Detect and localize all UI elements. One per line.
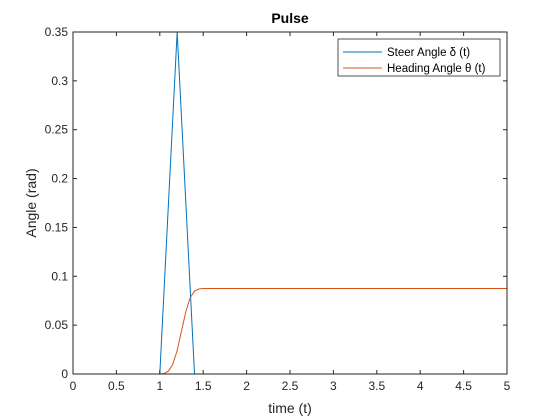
x-tick-label: 0 xyxy=(70,379,77,393)
legend: Steer Angle δ (t) Heading Angle θ (t) xyxy=(338,39,500,76)
x-tick-label: 1 xyxy=(156,379,163,393)
x-tick-label: 3 xyxy=(330,379,337,393)
y-tick-label: 0.35 xyxy=(45,25,69,39)
x-tick-label: 0.5 xyxy=(108,379,125,393)
y-tick-label: 0.1 xyxy=(51,269,68,283)
y-tick-label: 0.3 xyxy=(51,74,68,88)
x-tick-label: 2.5 xyxy=(282,379,299,393)
y-tick-label: 0 xyxy=(61,367,68,381)
x-tick-label: 3.5 xyxy=(368,379,385,393)
y-tick-label: 0.25 xyxy=(45,123,69,137)
y-tick-label: 0.15 xyxy=(45,220,69,234)
chart-title: Pulse xyxy=(271,10,309,26)
x-tick-label: 4 xyxy=(417,379,424,393)
plot-area xyxy=(73,32,507,374)
x-tick-label: 5 xyxy=(504,379,511,393)
y-tick-label: 0.2 xyxy=(51,172,68,186)
x-axis-label: time (t) xyxy=(268,400,312,416)
y-axis-label: Angle (rad) xyxy=(23,168,39,237)
y-tick-label: 0.05 xyxy=(45,318,69,332)
x-tick-label: 4.5 xyxy=(455,379,472,393)
x-tick-label: 2 xyxy=(243,379,250,393)
legend-label-heading-angle: Heading Angle θ (t) xyxy=(387,63,486,75)
x-tick-label: 1.5 xyxy=(195,379,212,393)
legend-label-steer-angle: Steer Angle δ (t) xyxy=(387,47,470,59)
